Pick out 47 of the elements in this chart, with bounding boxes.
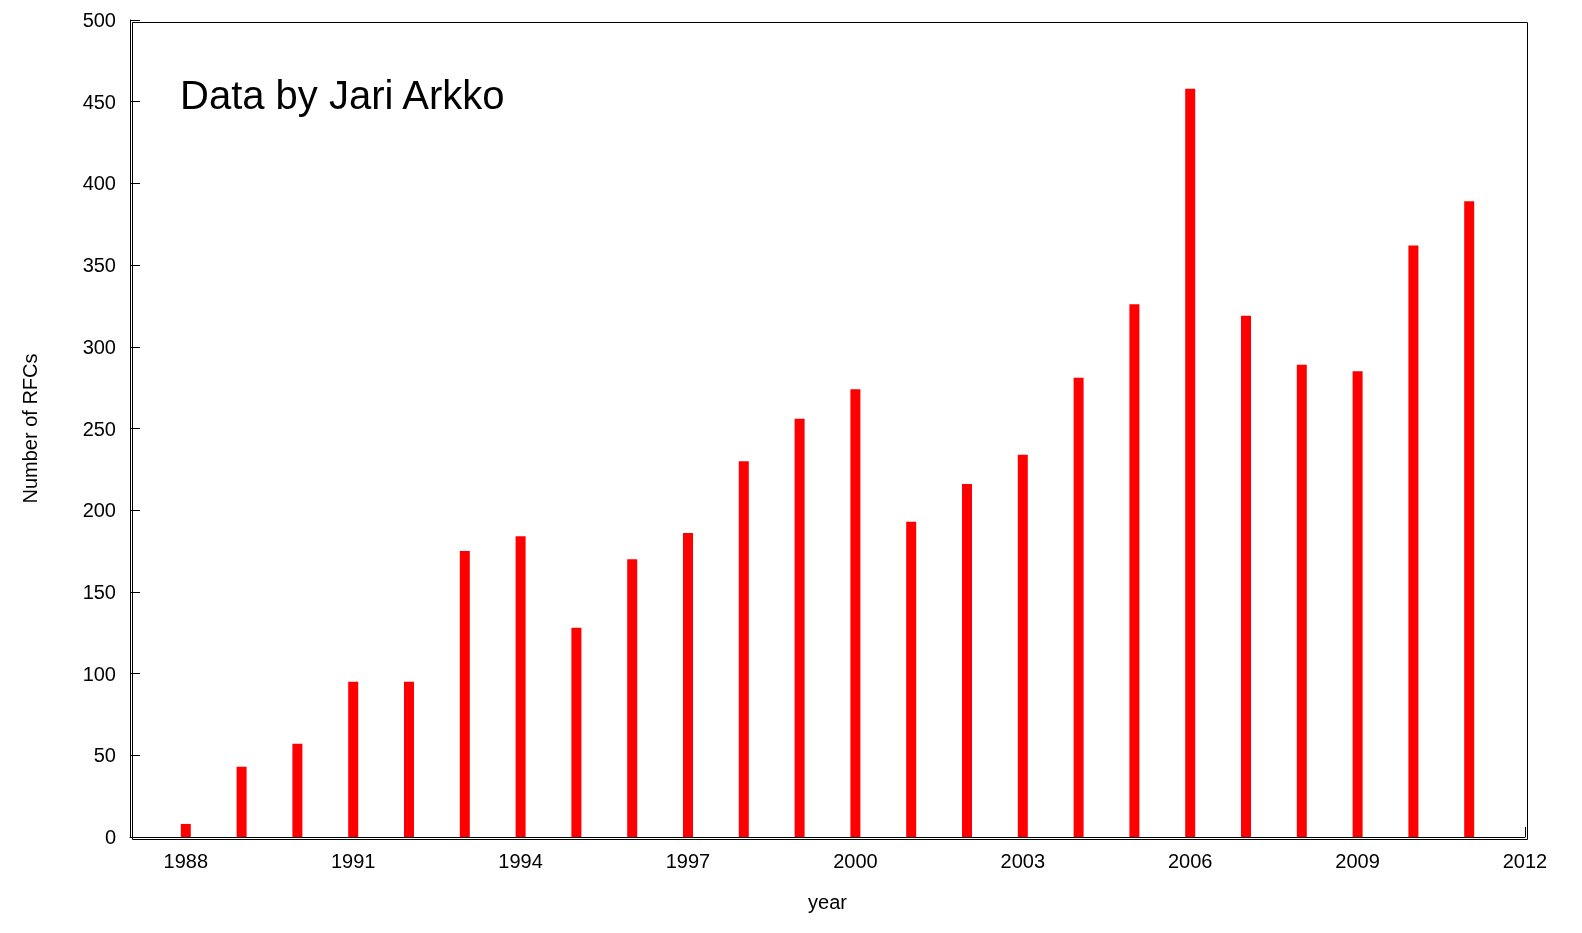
x-tick-label: 1997 [665, 850, 711, 872]
x-tick-label: 2003 [1000, 850, 1046, 872]
bar [236, 766, 247, 837]
y-axis-title: Number of RFCs [19, 353, 41, 504]
bar [1241, 315, 1251, 837]
x-tick-label: 2000 [833, 850, 878, 872]
bar [627, 559, 638, 837]
bar [1352, 371, 1363, 837]
x-tick-label: 1988 [163, 850, 209, 872]
y-tick-label: 350 [82, 254, 116, 277]
bar [906, 521, 917, 837]
y-tick-label: 0 [104, 826, 116, 848]
bar [794, 418, 805, 837]
y-tick-label: 250 [82, 417, 116, 440]
x-tick-label: 2006 [1167, 850, 1213, 872]
y-tick-label: 100 [82, 662, 116, 685]
bar [1073, 377, 1084, 837]
bar [404, 681, 414, 837]
bar [1296, 364, 1307, 837]
y-tick-label: 50 [93, 744, 116, 767]
y-tick-label: 150 [82, 580, 116, 603]
bar [1017, 454, 1028, 837]
y-tick-label: 400 [82, 172, 116, 195]
y-tick-label: 450 [82, 90, 116, 113]
bar [850, 389, 861, 837]
bar [515, 536, 526, 837]
x-tick-label: 2009 [1335, 850, 1380, 872]
bar [348, 681, 359, 837]
x-tick-label: 2012 [1502, 850, 1548, 872]
bar [292, 743, 303, 837]
x-axis-title: year [808, 891, 848, 913]
bar [1408, 245, 1419, 837]
bar [571, 627, 582, 837]
bar [180, 823, 191, 837]
bar [738, 461, 749, 837]
bar [683, 533, 693, 837]
x-tick-label: 1994 [498, 850, 543, 872]
bar [962, 484, 972, 837]
y-tick-label: 200 [82, 499, 116, 522]
bar [459, 551, 470, 837]
x-tick-label: 1991 [330, 850, 376, 872]
annotation: Data by Jari Arkko [180, 73, 505, 117]
bar [1129, 304, 1140, 837]
bar [1185, 88, 1196, 837]
y-tick-label: 300 [82, 335, 116, 358]
y-tick-label: 500 [82, 9, 116, 31]
bar [1464, 201, 1475, 837]
